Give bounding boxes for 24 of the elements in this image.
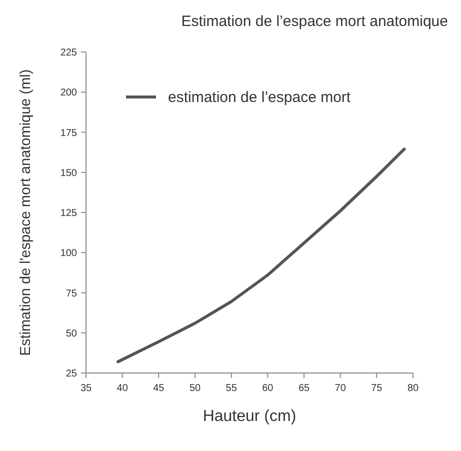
x-tick-label: 70 <box>334 383 346 394</box>
y-tick-label: 175 <box>60 128 78 139</box>
y-tick-label: 200 <box>60 88 78 99</box>
line-series <box>116 148 406 364</box>
y-tick-label: 125 <box>60 208 78 219</box>
legend-label: estimation de l’espace mort <box>168 89 352 106</box>
chart-title: Estimation de l’espace mort anatomique <box>181 13 448 30</box>
x-tick-label: 65 <box>298 383 310 394</box>
x-tick-label: 35 <box>80 383 92 394</box>
y-tick-label: 100 <box>60 248 78 260</box>
y-axis-title: Estimation de l'espace mort anatomique (ml) <box>18 69 34 356</box>
y-tick-label: 50 <box>66 328 78 340</box>
x-tick-label: 55 <box>226 383 238 394</box>
x-tick-label: 40 <box>116 383 128 394</box>
x-axis-title: Hauteur (cm) <box>202 408 296 425</box>
y-tick-label: 150 <box>60 168 78 179</box>
y-tick-label: 75 <box>66 288 78 300</box>
x-tick-label: 75 <box>371 383 383 394</box>
x-tick-label: 60 <box>262 383 274 394</box>
x-tick-label: 80 <box>407 383 419 394</box>
y-tick-label: 225 <box>60 48 78 58</box>
x-tick-label: 50 <box>189 383 201 394</box>
y-tick-label: 25 <box>66 368 78 380</box>
x-tick-label: 45 <box>153 383 165 394</box>
